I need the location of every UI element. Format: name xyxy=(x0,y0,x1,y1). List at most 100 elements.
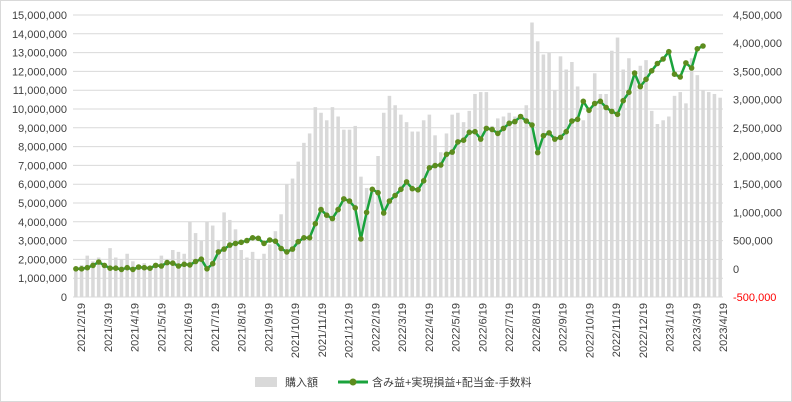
line-point xyxy=(500,125,507,132)
line-point xyxy=(101,262,108,269)
line-point xyxy=(403,179,410,185)
bar xyxy=(279,214,283,297)
bar xyxy=(342,129,346,297)
bar xyxy=(250,251,255,297)
bar xyxy=(193,233,198,297)
line-point xyxy=(335,206,341,213)
bar xyxy=(541,54,546,298)
bar xyxy=(199,240,204,297)
line-point xyxy=(398,186,404,193)
line-point xyxy=(141,264,148,271)
line-point xyxy=(244,237,250,244)
bar xyxy=(427,114,432,297)
bar xyxy=(638,65,643,297)
x-tick-label: 2021/9/19 xyxy=(263,303,275,352)
bar xyxy=(125,253,129,297)
right-tick-label: 4,000,000 xyxy=(733,38,782,50)
line-point xyxy=(523,118,530,124)
line-point xyxy=(135,264,142,270)
line-point xyxy=(466,129,473,136)
line-point xyxy=(306,235,313,241)
bar xyxy=(661,120,665,297)
right-tick-label: 2,000,000 xyxy=(733,151,782,163)
bar xyxy=(273,231,278,297)
bar xyxy=(393,105,397,298)
line-point xyxy=(495,130,501,137)
line-point xyxy=(255,235,262,242)
line-point xyxy=(295,238,302,245)
bar xyxy=(102,263,107,297)
line-point xyxy=(671,71,678,77)
line-point xyxy=(472,128,478,135)
bar xyxy=(553,90,557,297)
left-tick-label: 12,000,000 xyxy=(12,66,67,78)
bar xyxy=(438,152,443,297)
line-point xyxy=(648,68,655,74)
line-point xyxy=(363,209,370,216)
line-point xyxy=(449,149,456,155)
line-point xyxy=(392,192,398,199)
line-point xyxy=(683,60,689,66)
bar xyxy=(684,103,688,297)
line-point xyxy=(107,265,113,272)
bar xyxy=(85,255,90,297)
bar xyxy=(695,75,700,297)
left-tick-label: 0 xyxy=(61,292,67,304)
bar xyxy=(113,257,118,297)
left-tick-label: 3,000,000 xyxy=(18,236,67,248)
line-point xyxy=(512,118,518,125)
bar xyxy=(91,261,95,297)
line-point xyxy=(557,134,564,141)
bar xyxy=(336,116,340,298)
x-tick-label: 2022/3/19 xyxy=(397,303,409,352)
line-point xyxy=(455,139,461,145)
bar xyxy=(319,112,323,297)
bar xyxy=(621,69,625,298)
line-point xyxy=(198,256,205,262)
bar xyxy=(222,212,226,297)
right-tick-label: 2,500,000 xyxy=(733,123,782,135)
line-point xyxy=(181,261,187,268)
line-point xyxy=(591,100,598,107)
bar xyxy=(216,240,221,297)
x-tick-label: 2021/12/19 xyxy=(344,303,356,358)
line-point xyxy=(78,266,85,272)
line-point xyxy=(284,249,290,255)
right-tick-label: 500,000 xyxy=(733,236,773,248)
left-tick-label: 9,000,000 xyxy=(18,123,67,135)
line-point xyxy=(221,246,227,252)
line-point xyxy=(643,76,649,83)
line-point xyxy=(147,265,153,272)
line-point xyxy=(631,70,638,76)
bar xyxy=(604,93,608,298)
right-tick-label: -500,000 xyxy=(733,292,776,304)
bar xyxy=(672,95,677,297)
line-point xyxy=(204,266,210,272)
legend-label-purchase: 購入額 xyxy=(285,375,318,389)
line-point xyxy=(323,212,330,218)
line-point xyxy=(483,125,490,132)
line-point xyxy=(380,210,387,216)
left-tick-label: 15,000,000 xyxy=(12,10,67,22)
line-point xyxy=(352,205,359,211)
bar xyxy=(524,105,529,298)
line-point xyxy=(152,262,159,269)
x-tick-label: 2021/5/19 xyxy=(156,303,168,352)
bar xyxy=(632,73,637,297)
bar xyxy=(456,112,460,297)
bar xyxy=(461,122,466,297)
x-tick-label: 2022/2/19 xyxy=(370,303,382,352)
line-point xyxy=(358,236,364,242)
bar xyxy=(364,187,369,297)
line-point xyxy=(124,264,130,271)
bar xyxy=(285,184,289,297)
bar xyxy=(136,266,141,297)
line-point xyxy=(586,107,592,114)
x-tick-label: 2021/2/19 xyxy=(76,303,88,352)
bar xyxy=(296,161,300,297)
bar xyxy=(119,259,124,297)
line-point xyxy=(118,266,125,273)
x-axis-ticks: 2021/2/19 2021/3/19 2021/4/19 2021/5/19 2021… xyxy=(76,303,730,358)
bar xyxy=(267,244,272,297)
line-point xyxy=(460,137,467,143)
